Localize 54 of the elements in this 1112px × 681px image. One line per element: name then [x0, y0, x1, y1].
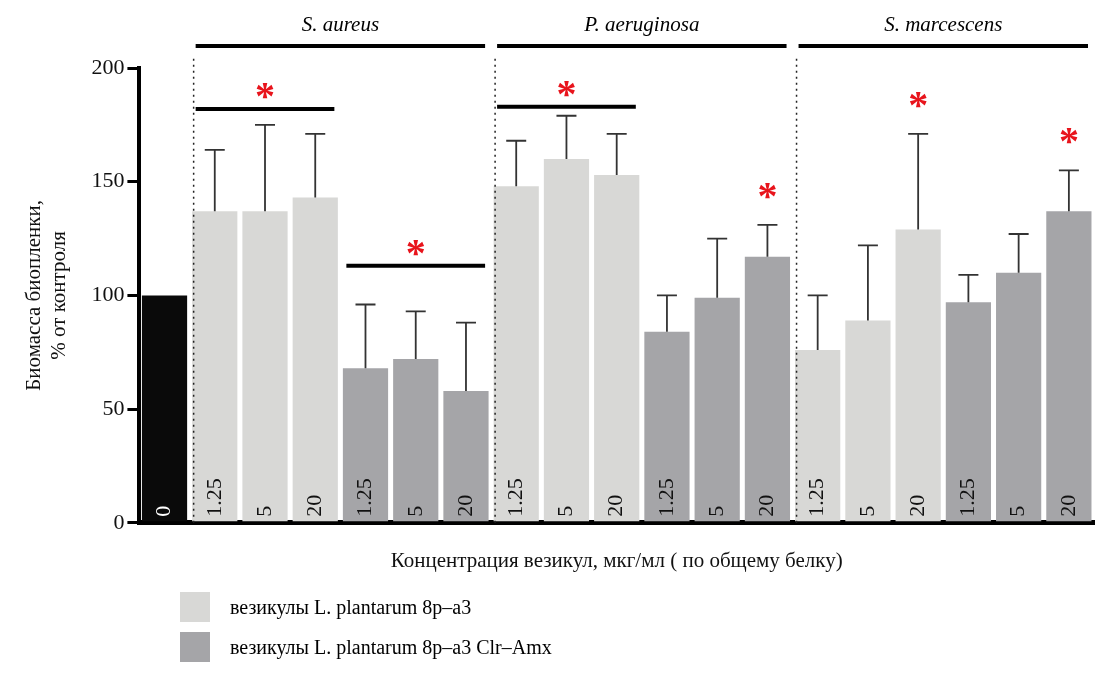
x-tick-label: 20 [602, 494, 628, 517]
annotation: * [908, 81, 929, 127]
bar [795, 349, 841, 522]
x-tick-label: 5 [250, 505, 276, 517]
x-tick-label: 1.25 [803, 478, 829, 517]
annotation: * [255, 73, 276, 119]
x-axis-title: Концентрация везикул, мкг/мл ( по общему белку) [390, 547, 843, 572]
bar [895, 229, 941, 522]
bar [493, 186, 539, 522]
bar [996, 272, 1042, 522]
x-tick-label: 5 [702, 505, 728, 517]
y-tick-label: 100 [91, 281, 125, 307]
x-tick-label: 5 [853, 505, 879, 517]
bar [443, 390, 489, 522]
annotation: * [757, 172, 778, 218]
text: S. aureus [301, 12, 380, 37]
annotation: * [1058, 118, 1079, 163]
bar [694, 297, 740, 522]
x-tick-label: 20 [903, 494, 929, 517]
x-tick-label: 20 [1054, 494, 1080, 517]
x-tick-label: 1.25 [652, 478, 678, 517]
x-tick-label: 0 [150, 505, 176, 517]
y-tick-label: 200 [91, 53, 125, 79]
x-tick-label: 5 [1004, 505, 1030, 517]
y-tick-label: 150 [91, 167, 125, 193]
x-tick-label: 5 [552, 505, 578, 517]
bar [393, 359, 439, 522]
y-tick-label: 50 [102, 394, 125, 420]
x-tick-label: 1.25 [954, 478, 980, 517]
x-tick-label: 20 [753, 494, 779, 517]
bar [543, 158, 590, 522]
x-tick-label: 1.25 [200, 478, 226, 517]
bar [594, 174, 640, 522]
annotation: * [405, 230, 426, 276]
x-tick-label: 5 [401, 505, 427, 517]
text: P. aeruginosa [583, 12, 700, 37]
x-tick-label: 20 [451, 494, 477, 517]
legend-label: везикулы L. plantarum 8p–a3 [230, 595, 472, 619]
x-tick-label: 1.25 [502, 478, 527, 517]
bar [292, 197, 338, 522]
y-axis-title: Биомасса биопленки, % от контроля [21, 200, 71, 391]
legend-label: везикулы L. plantarum 8p–a3 Clr–Amx [230, 635, 552, 659]
annotation: * [556, 70, 577, 116]
bar [845, 320, 891, 522]
x-tick-label: 1.25 [351, 478, 377, 517]
bar [945, 302, 991, 522]
x-tick-label: 20 [301, 494, 327, 517]
bar [342, 368, 389, 522]
text: S. marcescens [884, 12, 1003, 37]
bar [242, 211, 288, 522]
bar [1046, 211, 1092, 522]
bar [744, 256, 791, 522]
bar [644, 331, 690, 522]
bar [192, 211, 238, 522]
